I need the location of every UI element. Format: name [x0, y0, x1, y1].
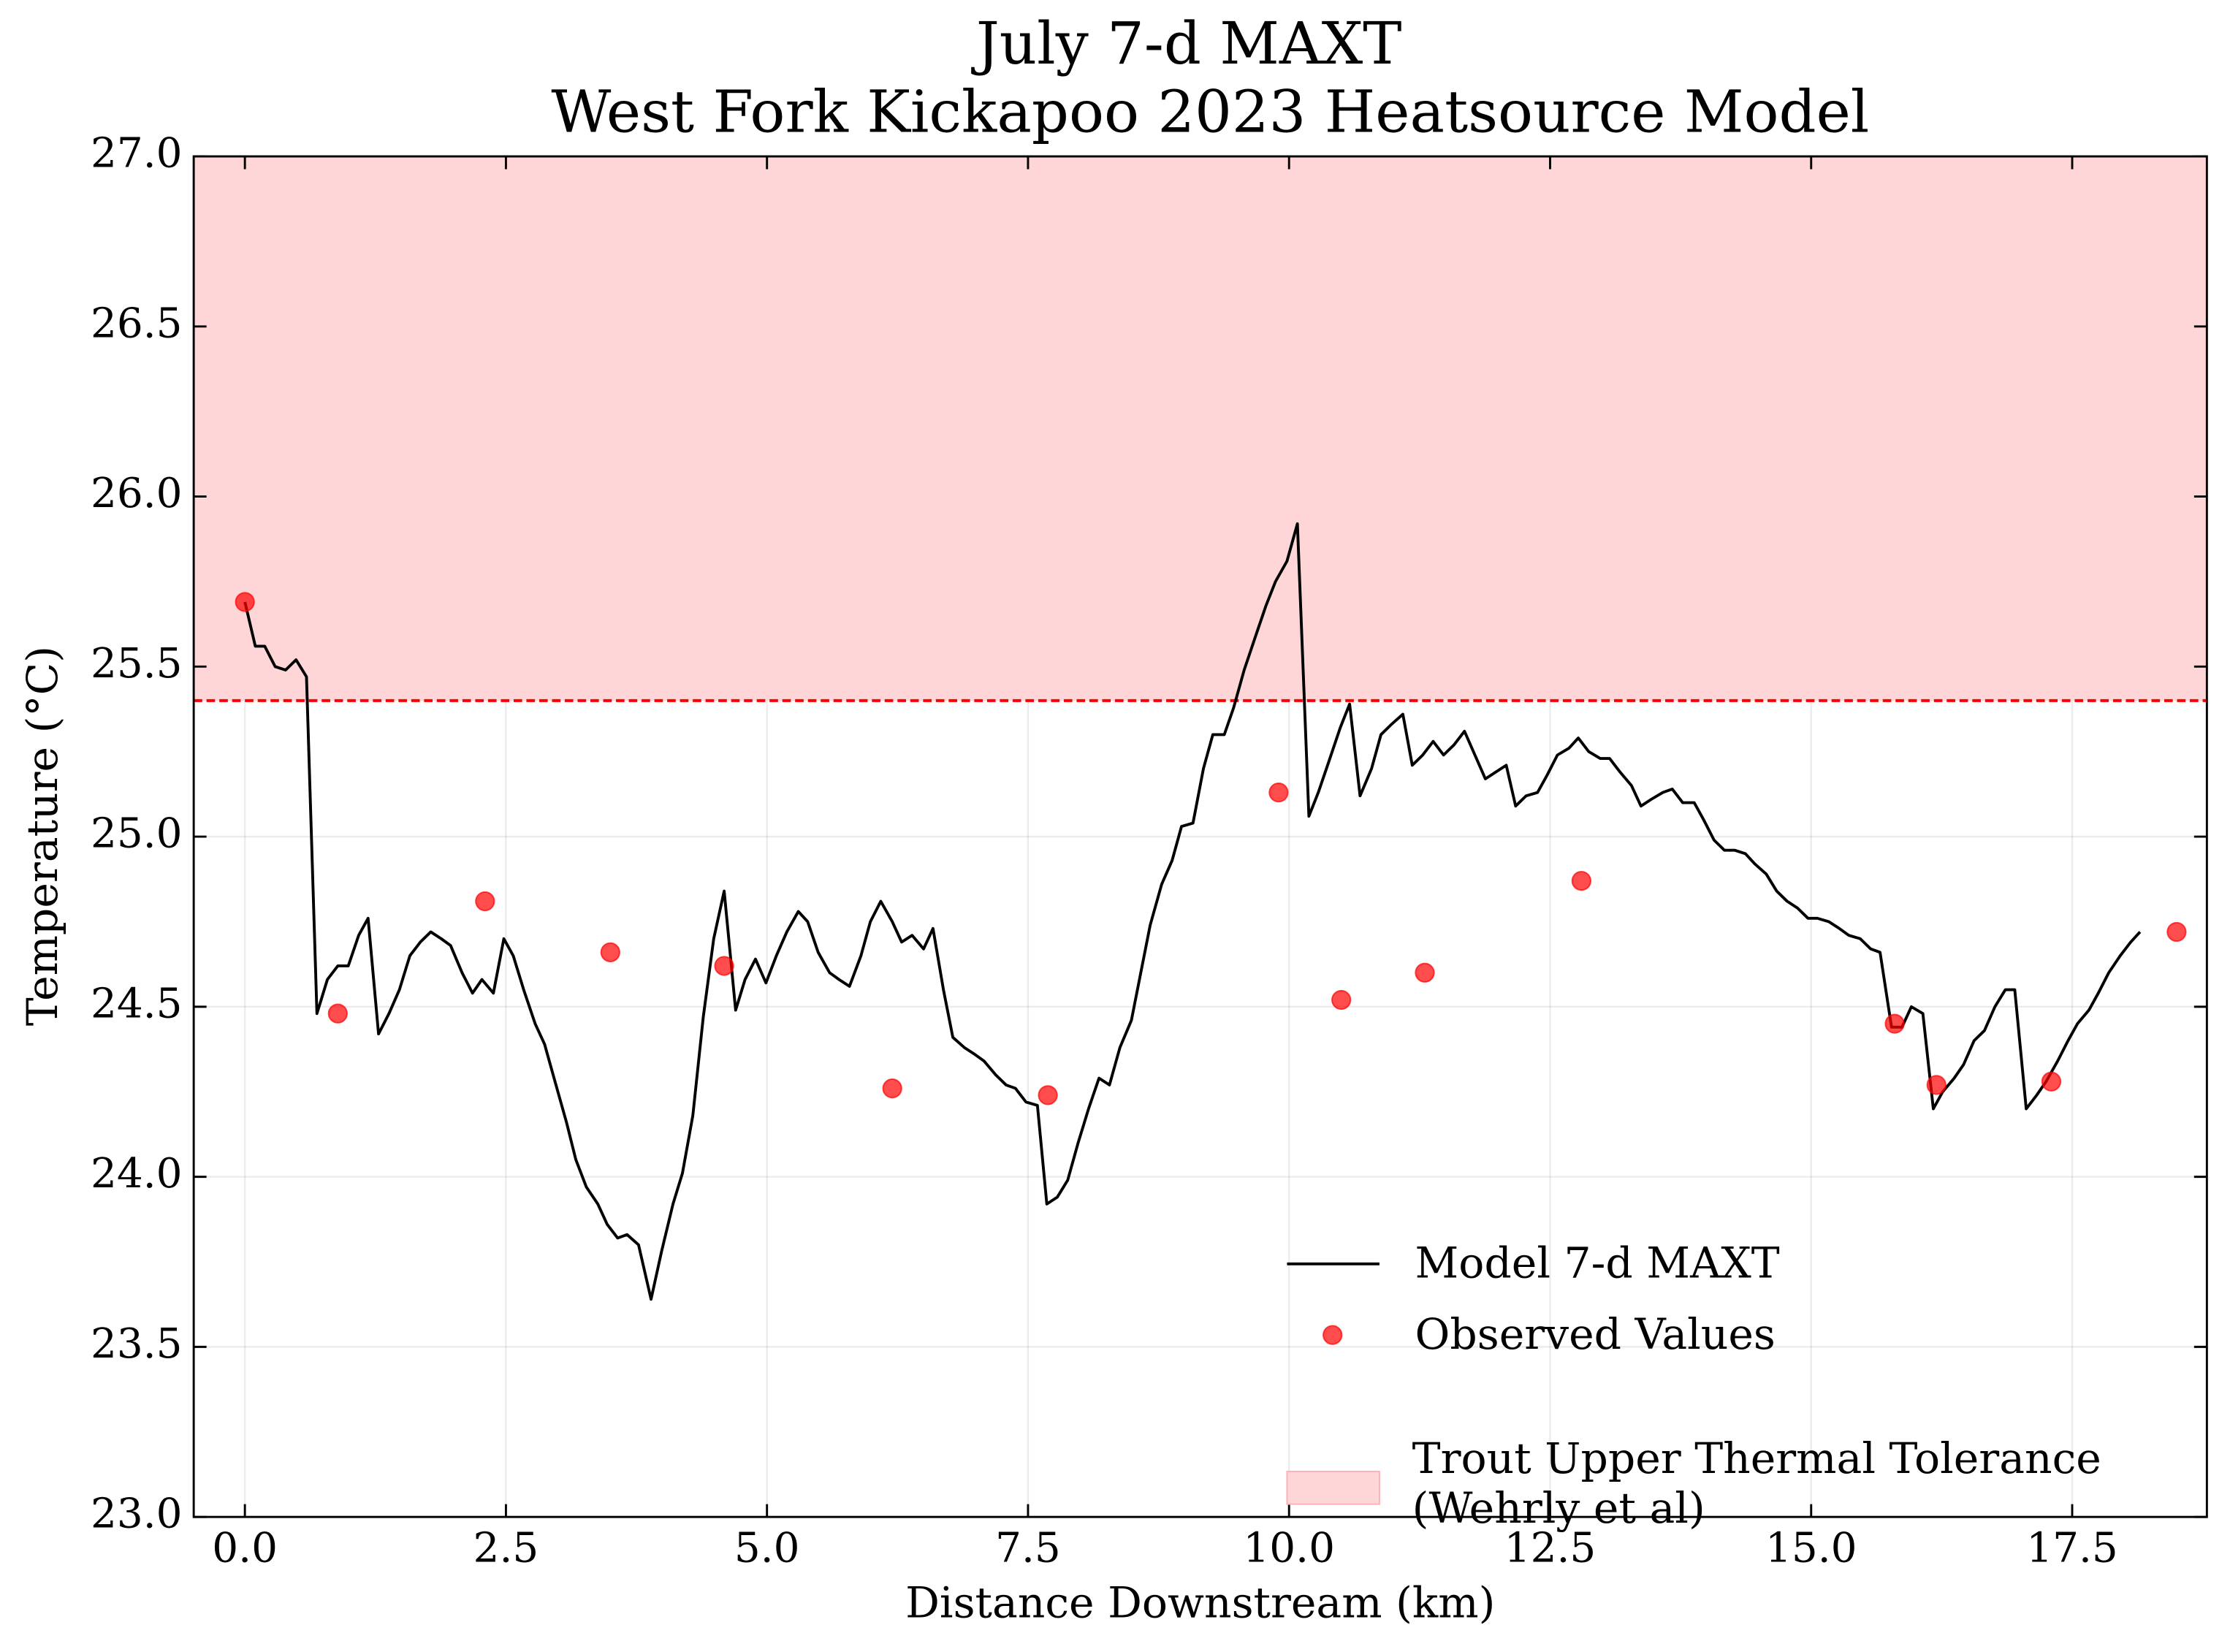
legend-label: Trout Upper Thermal Tolerance (Wehrly et…	[1412, 1434, 2101, 1534]
chart-title: July 7-d MAXT	[971, 9, 1402, 77]
legend: Model 7-d MAXT Observed Values Trout Upper…	[1286, 1238, 2101, 1534]
x-tick-label: 10.0	[1243, 1524, 1335, 1572]
observed-point	[882, 1078, 902, 1099]
x-tick-label: 7.5	[995, 1524, 1061, 1572]
y-tick-label: 23.5	[91, 1320, 183, 1368]
observed-point	[235, 592, 255, 612]
y-tick-label: 26.5	[91, 300, 183, 347]
plot-data	[194, 156, 2207, 1301]
x-axis-label: Distance Downstream (km)	[905, 1578, 1495, 1628]
observed-point	[1415, 962, 1435, 983]
legend-swatch	[1286, 1470, 1380, 1505]
legend-swatch	[1323, 1325, 1343, 1345]
observed-point	[327, 1003, 348, 1024]
observed-point	[1038, 1085, 1058, 1105]
legend-label: Observed Values	[1415, 1309, 1776, 1359]
observed-point	[1926, 1075, 1947, 1095]
x-tick-label: 0.0	[212, 1524, 278, 1572]
x-tick-label: 2.5	[473, 1524, 539, 1572]
observed-point	[1268, 782, 1289, 803]
y-tick-label: 25.5	[91, 640, 183, 688]
threshold-band	[194, 156, 2207, 701]
model-line	[243, 522, 2142, 1301]
y-tick-label: 24.5	[91, 980, 183, 1027]
x-tick-label: 17.5	[2026, 1524, 2118, 1572]
observed-point	[2041, 1071, 2062, 1092]
observed-point	[1884, 1013, 1905, 1034]
x-tick-label: 5.0	[734, 1524, 800, 1572]
plot-frame	[192, 155, 2208, 1518]
observed-point	[1331, 989, 1352, 1010]
legend-label: Model 7-d MAXT	[1415, 1238, 1780, 1288]
y-tick-label: 25.0	[91, 810, 183, 858]
legend-label-box: Trout Upper Thermal Tolerance (Wehrly et…	[1412, 1434, 2101, 1534]
observed-point	[714, 956, 734, 976]
y-tick-label: 27.0	[91, 130, 183, 178]
y-axis-label: Temperature (°C)	[18, 646, 67, 1026]
y-tick-label: 23.0	[91, 1491, 183, 1538]
y-tick-label: 26.0	[91, 470, 183, 517]
observed-point	[2166, 921, 2187, 943]
observed-point	[475, 891, 495, 912]
chart-subtitle: West Fork Kickapoo 2023 Heatsource Model	[551, 78, 1869, 146]
observed-point	[1571, 870, 1591, 891]
x-tick-label: 15.0	[1765, 1524, 1857, 1572]
y-tick-label: 24.0	[91, 1150, 183, 1198]
observed-point	[600, 942, 620, 962]
x-tick-label: 12.5	[1504, 1524, 1597, 1572]
